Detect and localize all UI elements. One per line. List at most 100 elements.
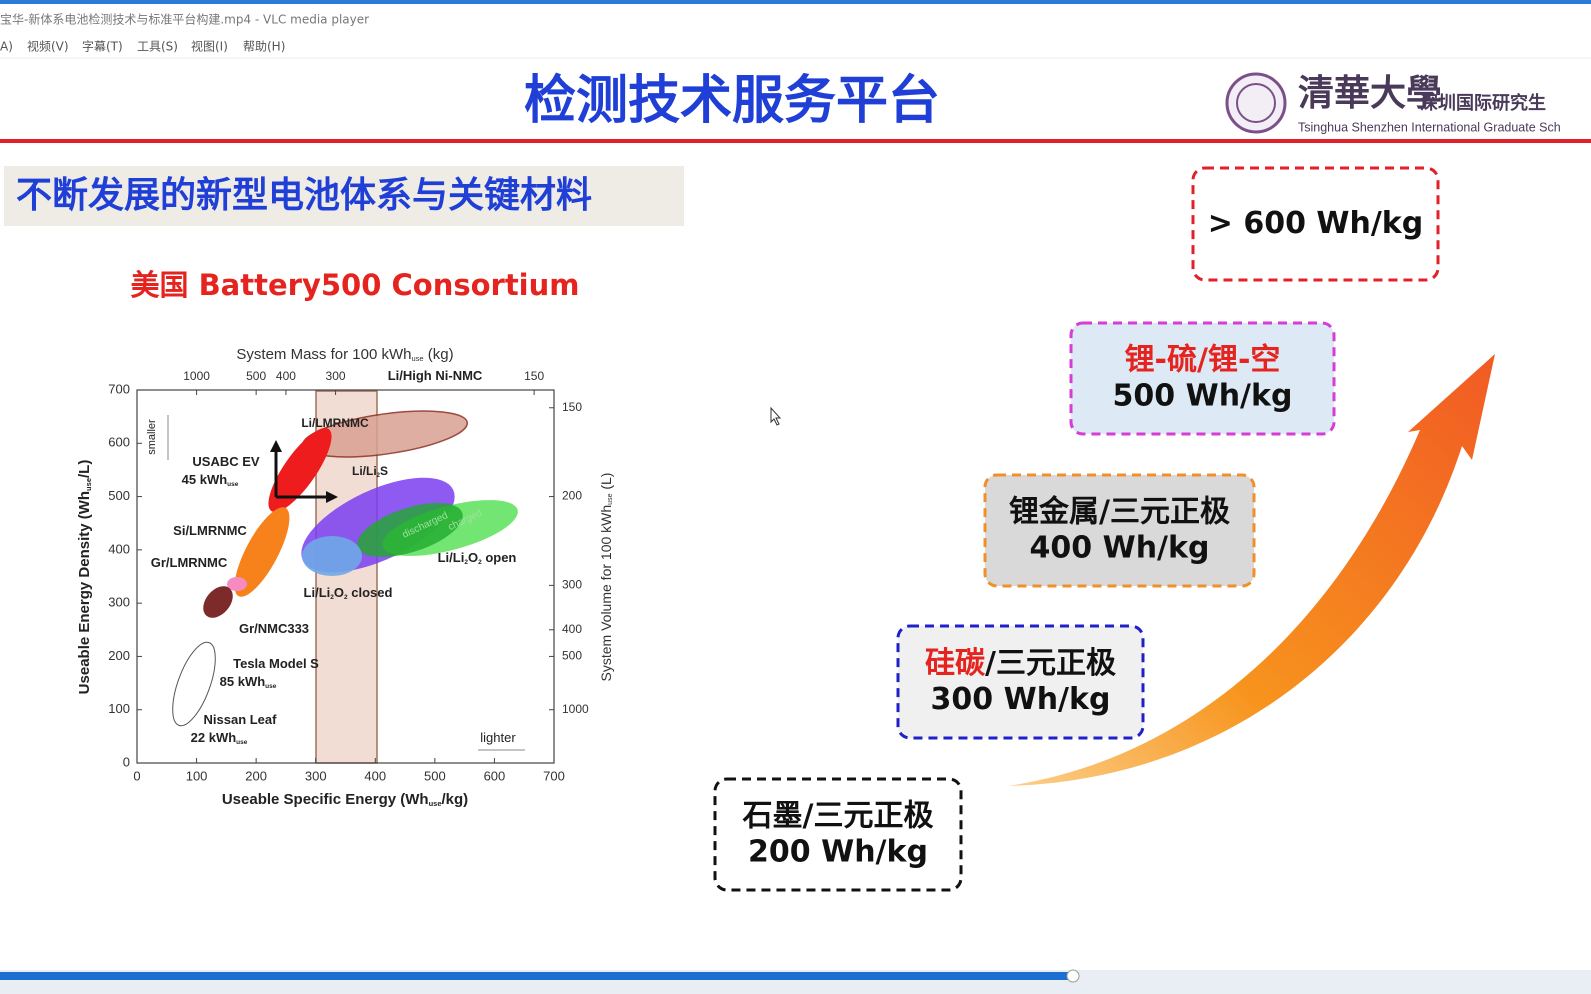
text-part: Si/LMRNMC [173, 523, 247, 538]
logo-en: Tsinghua Shenzhen International Graduate… [1298, 120, 1561, 134]
roadmap-line: > 600 Wh/kg [1208, 206, 1423, 241]
y-tick-label: 200 [108, 648, 130, 663]
figure-label: Li/Li2O2 closed [304, 585, 393, 601]
roadmap-line: 硅碳/三元正极 [925, 646, 1116, 681]
right-tick-label: 150 [562, 400, 582, 414]
text-part: 85 kWh [220, 674, 266, 689]
seek-progress[interactable] [0, 972, 1073, 980]
text-part: Li/High Ni-NMC [388, 368, 483, 383]
arrow-heads [270, 440, 338, 503]
roadmap-text: 锂金属/三元正极 [1009, 494, 1230, 529]
figure-label: Si/LMRNMC [173, 523, 247, 538]
subscript: use [227, 481, 239, 488]
roadmap-text: 锂-硫/锂-空 [1125, 342, 1281, 377]
text-part: /L) [76, 460, 93, 478]
figure-label: Gr/LMRNMC [151, 555, 228, 570]
x-tick-label: 700 [543, 768, 565, 783]
logo-cn: 清華大學 [1298, 72, 1442, 114]
top-tick-label: 1000 [183, 369, 210, 383]
blob [172, 641, 216, 727]
right-tick-label: 400 [562, 622, 582, 636]
subscript: use [236, 739, 248, 746]
y-tick-label: 400 [108, 541, 130, 556]
title-rule [0, 139, 1591, 143]
figure-label: smaller [146, 419, 158, 455]
figure-caption: 美国 Battery500 Consortium [130, 268, 579, 302]
text-part: S [380, 464, 388, 478]
roadmap-line: 400 Wh/kg [1030, 530, 1210, 565]
text-part: lighter [480, 730, 516, 745]
y-tick-label: 0 [123, 754, 130, 769]
text-part: 45 kWh [182, 472, 228, 487]
menu-item[interactable]: A) [0, 40, 13, 54]
roadmap-text: 200 Wh/kg [748, 834, 928, 869]
logo-seal [1225, 72, 1287, 134]
top-tick-label: 300 [326, 369, 346, 383]
y-tick-label: 500 [108, 488, 130, 503]
right-tick-label: 200 [562, 489, 582, 503]
blob [234, 507, 290, 597]
subscript: 2 [464, 559, 468, 566]
text-part: Nissan Leaf [204, 712, 278, 727]
section-band [4, 166, 684, 226]
roadmap-text: > 600 Wh/kg [1208, 206, 1423, 241]
window-title: 宝华-新体系电池检测技术与标准平台构建.mp4 - VLC media play… [0, 12, 369, 27]
x-tick-label: 600 [484, 768, 506, 783]
subscript: use [84, 478, 93, 491]
menu-item[interactable]: 视频(V) [27, 39, 69, 54]
subscript: 2 [377, 473, 381, 479]
figure-label: USABC EV [192, 454, 260, 469]
figure-label: Tesla Model S [233, 656, 319, 671]
x-tick-label: 200 [245, 768, 267, 783]
subscript: 2 [478, 559, 482, 566]
text-part: /kg) [442, 791, 469, 808]
y-axis-title: Useable Energy Density (Whuse/L) [76, 460, 94, 695]
x-tick-label: 0 [133, 768, 140, 783]
text-part: Gr/LMRNMC [151, 555, 228, 570]
menu-item[interactable]: 视图(I) [191, 39, 228, 54]
y-tick-label: 100 [108, 701, 130, 716]
roadmap-box [1069, 321, 1336, 436]
blob [203, 586, 233, 618]
menu-item[interactable]: 字幕(T) [82, 39, 123, 54]
y-tick-label: 300 [108, 595, 130, 610]
text-part: System Volume for 100 kWh [598, 505, 614, 682]
section-title: 不断发展的新型电池体系与关键材料 [16, 175, 592, 216]
x-tick-label: 500 [424, 768, 446, 783]
roadmap-line: 石墨/三元正极 [742, 798, 934, 833]
figure-label: 22 kWhuse [191, 730, 248, 746]
blob [302, 536, 362, 576]
menu-item[interactable]: 工具(S) [137, 40, 178, 54]
text-part: (kg) [424, 346, 454, 363]
roadmap-text: 硅碳 [925, 646, 986, 681]
seek-handle[interactable] [1066, 969, 1080, 983]
roadmap-box [896, 624, 1145, 740]
subscript: 2 [330, 594, 334, 601]
text-part: Li/LMRNMC [301, 416, 369, 430]
subscript: use [265, 683, 277, 690]
logo-cn-sub: 深圳国际研究生 [1420, 92, 1546, 114]
x-tick-label: 300 [305, 768, 327, 783]
y-tick-label: 600 [108, 435, 130, 450]
top-axis-title: System Mass for 100 kWhuse (kg) [236, 346, 453, 364]
text-part: Li/Li [438, 550, 465, 565]
x-tick-label: 100 [186, 768, 208, 783]
figure-label: 45 kWhuse [182, 472, 239, 488]
top-tick-label: 500 [246, 369, 266, 383]
roadmap-line: 锂金属/三元正极 [1009, 494, 1230, 529]
text-part: 22 kWh [191, 730, 237, 745]
roadmap-line: 500 Wh/kg [1113, 378, 1293, 413]
text-part: O [468, 550, 478, 565]
cursor [770, 406, 782, 426]
menu-bar: A) 视频(V) 字幕(T) 工具(S) 视图(I) 帮助(H) [0, 39, 285, 54]
figure-label: Li/Li2O2 open [438, 550, 517, 566]
right-axis-title: System Volume for 100 kWhuse (L) [598, 473, 615, 682]
blob [357, 503, 463, 557]
roadmap-box [983, 473, 1256, 588]
text-part: Li/Li [352, 464, 377, 478]
menu-item[interactable]: 帮助(H) [243, 40, 285, 54]
plot-frame [136, 389, 555, 764]
